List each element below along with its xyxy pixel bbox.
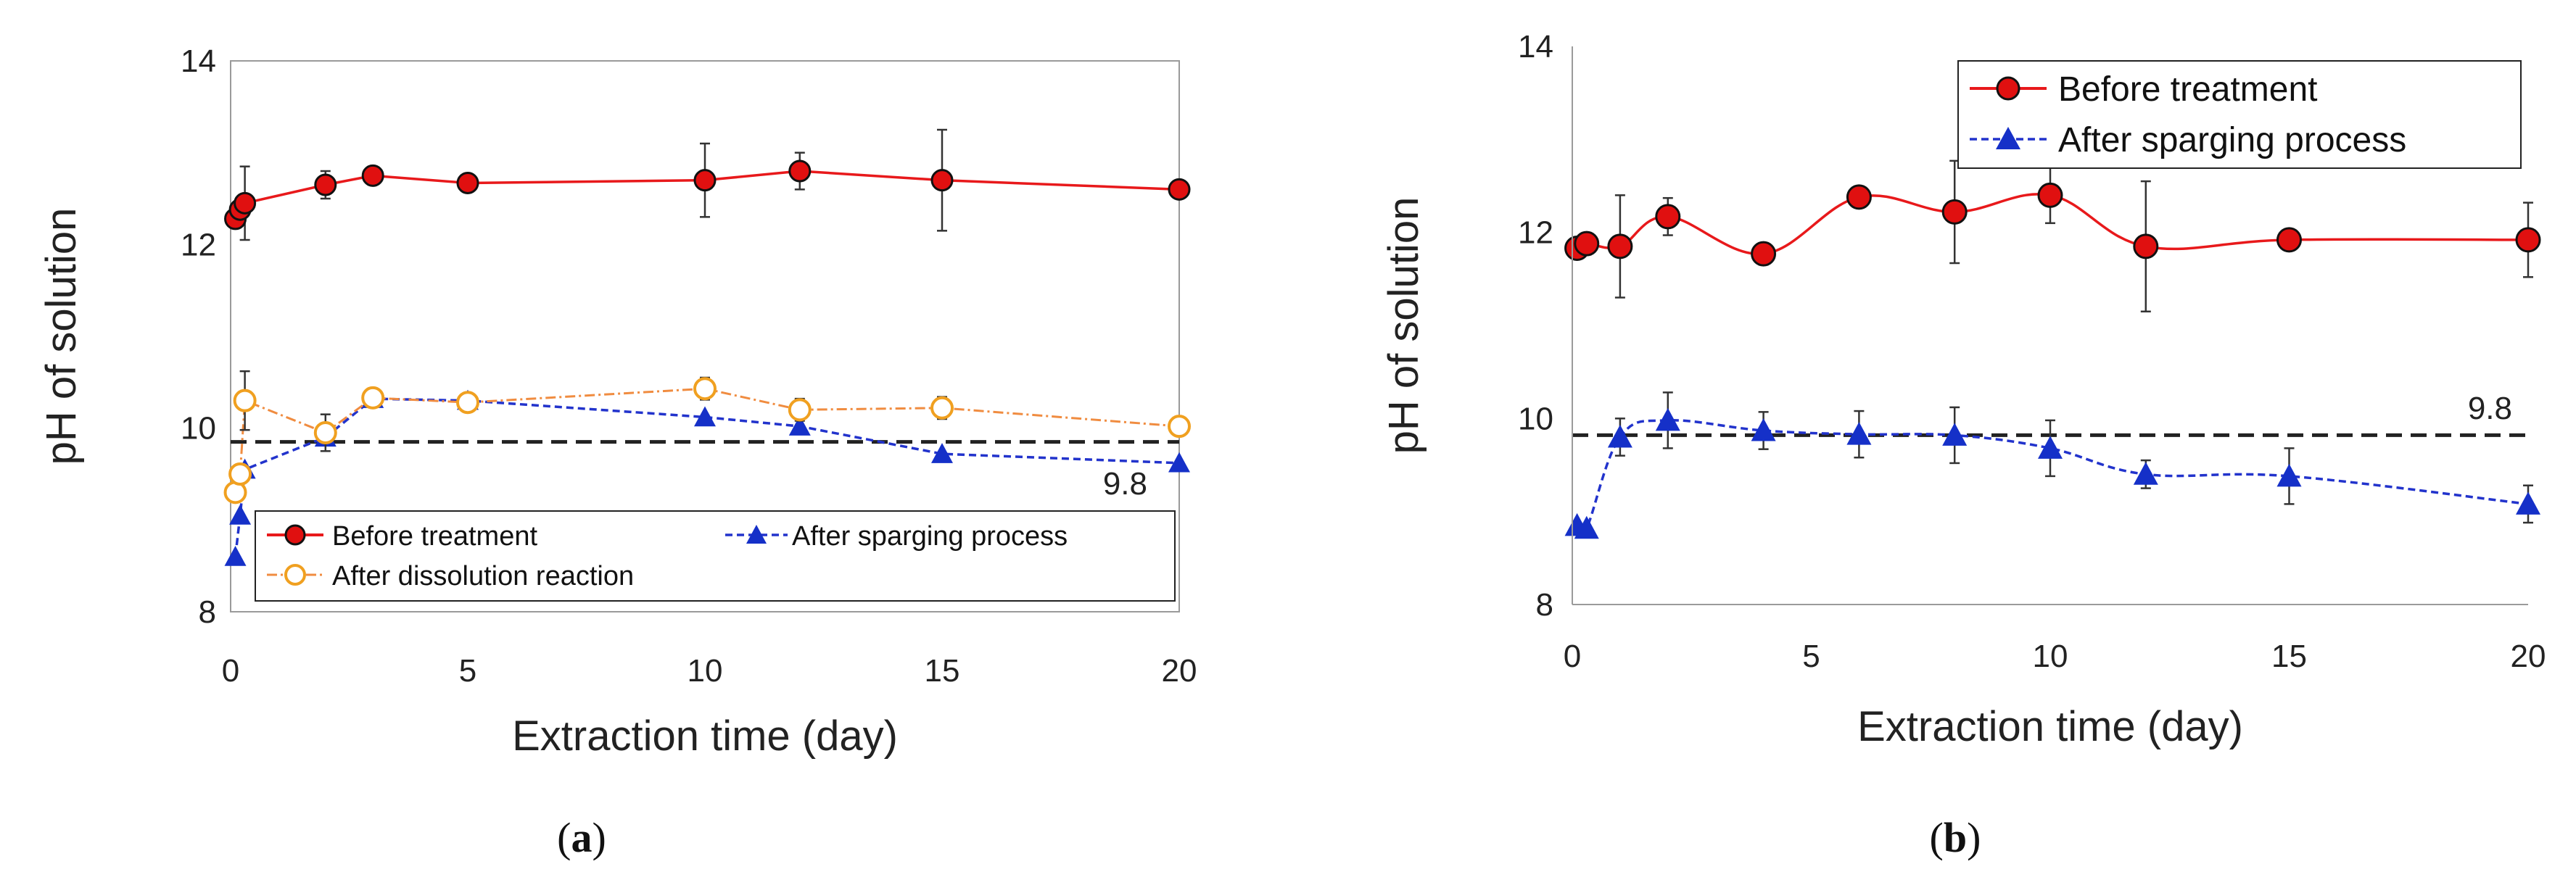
legend-b-before-label: Before treatment	[2058, 70, 2318, 109]
panel-a-x-tick-label: 5	[459, 653, 476, 689]
panel-a-data-point-after_sparging	[229, 504, 252, 525]
panel-a-data-point-after_dissolution	[228, 462, 252, 486]
panel-b-data-point-before	[1846, 184, 1872, 210]
panel-b-data-point-after_sparging	[2516, 491, 2540, 515]
panel-b-data-point-after_sparging	[1655, 407, 1680, 431]
panel-b-data-point-before	[1941, 199, 1968, 225]
panel-a-x-tick-label: 10	[688, 653, 723, 689]
panel-a-x-axis-title: Extraction time (day)	[512, 713, 898, 760]
panel-b-data-point-after_sparging	[1846, 422, 1872, 445]
panel-a-data-point-after_dissolution	[930, 396, 954, 420]
panel-b-data-point-before	[1751, 241, 1777, 267]
panel-a-data-point-after_sparging	[1168, 452, 1190, 473]
panel-a-data-point-after_sparging	[694, 406, 716, 427]
panel-a-series-line-after_dissolution	[234, 387, 1180, 493]
panel-b: 0 5 10 15 20 8 10 12 14 Extraction time (day) pH…	[1380, 29, 2546, 861]
panel-a-data-point-before	[456, 171, 479, 194]
legend-b-before-marker	[1996, 76, 2020, 101]
panel-a-data-point-after_dissolution	[693, 377, 717, 401]
panel-a-data-point-after_dissolution	[313, 421, 337, 444]
panel-a-y-tick-label: 14	[181, 43, 216, 79]
panel-b-data-point-after_sparging	[1942, 423, 1968, 446]
panel-b-y-axis-title: pH of solution	[1380, 197, 1427, 454]
panel-b-data-point-before	[1574, 230, 1600, 257]
panel-b-series-line-after_sparging	[1575, 419, 2529, 536]
legend-before-label: Before treatment	[332, 521, 537, 552]
panel-a-data-point-after_sparging	[224, 546, 247, 566]
panel-a-y-axis-title: pH of solution	[38, 208, 85, 465]
panel-b-data-point-before	[2133, 233, 2159, 259]
panel-a-data-point-after_sparging	[931, 443, 953, 463]
panel-b-y-tick-label: 8	[1536, 587, 1553, 623]
panel-b-data-point-after_sparging	[1574, 515, 1599, 539]
panel-a-data-point-before	[693, 169, 717, 192]
panel-b-legend: Before treatment After sparging process	[1957, 60, 2522, 169]
panel-a-data-point-after_dissolution	[1168, 415, 1191, 439]
panel-a-data-point-before	[930, 169, 954, 192]
panel-b-data-point-before	[1607, 233, 1633, 259]
panel-a-data-point-before	[1168, 178, 1191, 201]
panel-b-y-tick-label: 14	[1518, 29, 1553, 65]
legend-dissolution-label: After dissolution reaction	[332, 561, 634, 591]
panel-a-data-point-before	[234, 191, 257, 215]
panel-a-data-point-before	[361, 164, 384, 187]
legend-b-sparging-label: After sparging process	[2058, 121, 2406, 159]
panel-b-data-point-after_sparging	[2133, 462, 2158, 485]
panel-b-legend-box	[1957, 60, 2522, 169]
panel-b-data-point-before	[2276, 227, 2302, 253]
panel-b-series-line-before	[1576, 193, 2529, 256]
panel-b-data-point-after_sparging	[2038, 436, 2063, 459]
legend-dissolution-marker	[284, 564, 306, 586]
panel-b-y-tick-label: 10	[1518, 401, 1553, 436]
panel-b-x-tick-label: 20	[2511, 639, 2546, 674]
panel-a-data-point-after_dissolution	[456, 391, 479, 415]
panel-a-data-point-before	[314, 173, 337, 196]
panel-a-data-point-after_dissolution	[233, 389, 257, 412]
legend-sparging-label: After sparging process	[792, 521, 1068, 552]
panel-b-x-tick-label: 5	[1802, 639, 1820, 674]
panel-a-data-point-after_sparging	[788, 415, 811, 436]
panel-b-data-point-before	[2037, 182, 2063, 208]
panel-a-legend-box	[255, 510, 1176, 602]
panel-a: 0 5 10 15 20 8 10 12 14 Extraction time (day) pH…	[38, 43, 1197, 861]
panel-a-x-tick-label: 20	[1162, 653, 1197, 689]
panel-b-x-tick-label: 0	[1564, 639, 1581, 674]
panel-b-reference-label: 9.8	[2468, 391, 2512, 426]
panel-a-series-layer	[223, 128, 1191, 566]
panel-b-data-point-after_sparging	[1607, 425, 1632, 448]
panel-a-y-tick-label: 10	[181, 411, 216, 446]
panel-b-data-point-after_sparging	[1751, 418, 1776, 441]
legend-before-marker	[284, 524, 306, 546]
panel-a-x-tick-label: 15	[925, 653, 960, 689]
panel-a-ticks-layer: 0 5 10 15 20 8 10 12 14	[181, 43, 1197, 689]
panel-a-data-point-after_dissolution	[788, 398, 812, 422]
panel-b-data-point-after_sparging	[2276, 463, 2302, 487]
panel-a-plot-frame	[230, 60, 1180, 612]
panel-a-caption: (a)	[557, 814, 606, 861]
panel-a-data-point-before	[788, 159, 812, 183]
panel-a-reference-label: 9.8	[1103, 466, 1147, 502]
panel-b-y-tick-label: 12	[1518, 215, 1553, 251]
panel-a-y-tick-label: 12	[181, 227, 216, 262]
panel-b-x-tick-label: 15	[2271, 639, 2307, 674]
panel-a-data-point-after_dissolution	[361, 386, 385, 410]
panel-a-legend: Before treatment After sparging process …	[255, 510, 1176, 602]
legend-sparging-marker	[746, 525, 767, 544]
panel-b-x-tick-label: 10	[2033, 639, 2068, 674]
panel-b-series-layer	[1564, 159, 2541, 539]
panel-b-caption: (b)	[1930, 814, 1981, 861]
panel-b-data-point-before	[2515, 227, 2541, 253]
panel-a-x-tick-label: 0	[222, 653, 239, 689]
panel-a-y-tick-label: 8	[199, 594, 216, 630]
panel-b-data-point-before	[1655, 204, 1681, 230]
panel-b-x-axis-title: Extraction time (day)	[1857, 703, 2243, 750]
legend-b-sparging-marker	[1996, 127, 2020, 149]
panel-b-ticks-layer: 0 5 10 15 20 8 10 12 14	[1518, 29, 2546, 674]
